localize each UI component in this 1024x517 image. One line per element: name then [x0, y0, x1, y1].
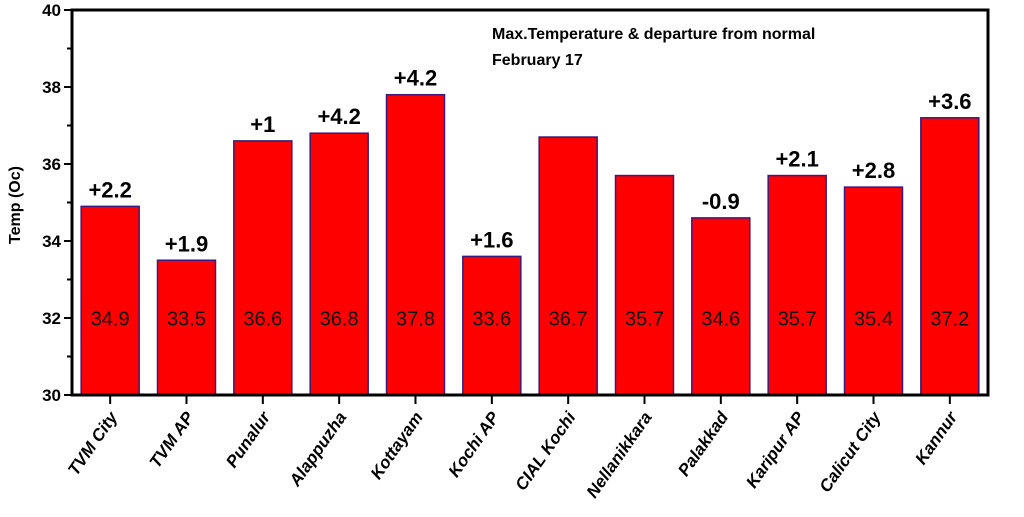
x-tick-label: Calicut City — [816, 407, 886, 496]
bar — [614, 174, 675, 396]
x-tick-label: CIAL Kochi — [512, 407, 581, 494]
x-tick-label: Karipur AP — [742, 408, 809, 492]
x-tick-label: Kottayam — [367, 408, 427, 482]
departure-label: +4.2 — [317, 104, 360, 129]
x-tick-label: Punalur — [222, 407, 275, 471]
bar — [80, 205, 140, 396]
bar — [385, 93, 446, 396]
y-tick-label: 34 — [42, 232, 61, 251]
y-axis-label: Temp (Oc) — [7, 166, 24, 244]
chart-subtitle: February 17 — [492, 52, 583, 69]
bar-value-label: 36.8 — [320, 309, 359, 331]
bar — [538, 136, 598, 396]
x-tick-label: Kochi AP — [445, 408, 504, 481]
bar-value-label: 36.6 — [243, 309, 282, 331]
x-tick-label: Kannur — [911, 407, 961, 468]
departure-label: +1 — [250, 112, 275, 137]
bar-value-label: 34.6 — [701, 309, 740, 331]
y-tick-label: 40 — [42, 1, 61, 20]
departure-label: +2.2 — [88, 177, 131, 202]
bar-value-label: 34.9 — [91, 309, 130, 331]
departure-label: +2.8 — [852, 158, 895, 183]
bar — [309, 132, 369, 396]
x-tick-label: TVM AP — [146, 408, 198, 472]
y-tick-label: 32 — [42, 309, 61, 328]
bar — [156, 259, 217, 396]
bar-value-label: 35.7 — [778, 309, 817, 331]
chart-title: Max.Temperature & departure from normal — [492, 26, 815, 43]
bar — [233, 140, 293, 396]
bar-value-label: 37.2 — [930, 309, 969, 331]
bar — [767, 174, 827, 396]
departure-label: +3.6 — [928, 89, 971, 114]
x-tick-label: TVM City — [64, 407, 122, 479]
y-tick-label: 36 — [42, 155, 61, 174]
departure-label: -0.9 — [702, 189, 740, 214]
bar-value-label: 37.8 — [396, 309, 435, 331]
x-tick-label: Nellanikkara — [583, 408, 656, 501]
bar-value-label: 35.7 — [625, 309, 664, 331]
x-tick-label: Palakkad — [674, 408, 732, 480]
bar-value-label: 33.5 — [167, 309, 206, 331]
bar — [462, 255, 522, 396]
y-tick-label: 30 — [42, 386, 61, 405]
bar — [843, 186, 904, 396]
x-tick-label: Alappuzha — [285, 408, 350, 490]
departure-label: +4.2 — [394, 66, 437, 91]
bar — [691, 217, 751, 396]
bars-group: 34.9 +2.2 33.5 +1.9 36.6 +1 36.8 +4.2 37.8 +4.2 33… — [80, 66, 980, 396]
bar — [920, 117, 980, 396]
bar-value-label: 36.7 — [549, 309, 588, 331]
departure-label: +2.1 — [775, 147, 818, 172]
bar-value-label: 33.6 — [472, 309, 511, 331]
y-tick-label: 38 — [42, 78, 61, 97]
bar-value-label: 35.4 — [854, 309, 893, 331]
departure-label: +1.6 — [470, 227, 513, 252]
departure-label: +1.9 — [165, 231, 208, 256]
